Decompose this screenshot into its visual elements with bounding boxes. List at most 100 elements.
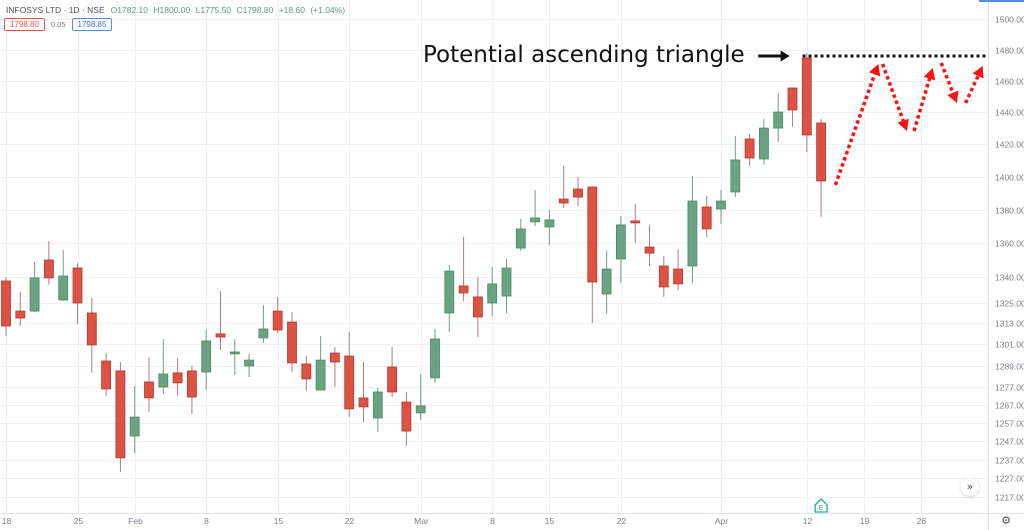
time-axis-label: 18 bbox=[2, 516, 12, 526]
candle-down bbox=[401, 391, 412, 446]
earnings-event-marker[interactable]: E bbox=[814, 498, 828, 513]
price-axis-label: 1340.00 bbox=[995, 273, 1024, 283]
candle-body bbox=[601, 268, 612, 295]
candle-series bbox=[1, 53, 826, 472]
time-axis-label: 12 bbox=[803, 516, 813, 526]
sell-button[interactable]: 1798.80 bbox=[4, 18, 45, 31]
grid bbox=[0, 0, 989, 514]
candle-down bbox=[673, 249, 683, 291]
candle-body bbox=[630, 220, 641, 224]
symbol-name: INFOSYS LTD bbox=[6, 5, 62, 15]
price-axis-highlight bbox=[979, 0, 1024, 2]
candle-body bbox=[287, 321, 297, 364]
annotations: Potential ascending triangle bbox=[423, 42, 989, 186]
interval: 1D bbox=[68, 5, 80, 15]
candle-body bbox=[329, 352, 340, 363]
candle-body bbox=[172, 372, 183, 384]
candle-body bbox=[144, 381, 154, 399]
candle-up bbox=[444, 264, 455, 332]
candle-body bbox=[44, 259, 54, 279]
candle-body bbox=[444, 270, 455, 314]
price-axis-label: 1500.00 bbox=[995, 15, 1024, 25]
candle-down bbox=[301, 356, 312, 391]
change-percent: (+1.04%) bbox=[310, 5, 346, 15]
change-value: +18.60 bbox=[278, 5, 305, 15]
candle-up bbox=[530, 189, 540, 226]
candle-body bbox=[816, 122, 826, 182]
candle-down bbox=[630, 204, 641, 244]
price-axis-label: 1289.00 bbox=[995, 362, 1024, 372]
candle-up bbox=[158, 338, 169, 394]
candle-down bbox=[816, 119, 826, 217]
candle-body bbox=[358, 397, 369, 408]
candle-up bbox=[229, 338, 240, 376]
candle-down bbox=[701, 196, 712, 237]
buy-button[interactable]: 1798.85 bbox=[71, 18, 113, 31]
time-axis-label: 25 bbox=[74, 516, 84, 526]
candle-down bbox=[215, 291, 226, 351]
candle-down bbox=[787, 87, 798, 127]
candle-body bbox=[587, 186, 598, 283]
candle-down bbox=[1, 276, 11, 336]
time-axis-label: 22 bbox=[617, 516, 627, 526]
candle-up bbox=[415, 373, 426, 420]
candle-body bbox=[201, 340, 212, 373]
candle-body bbox=[544, 219, 555, 228]
candle-up bbox=[58, 250, 69, 301]
candle-up bbox=[372, 387, 383, 432]
candle-down bbox=[329, 347, 340, 387]
time-axis-label: 15 bbox=[545, 516, 555, 526]
candle-body bbox=[487, 283, 498, 304]
candle-body bbox=[315, 359, 326, 391]
price-axis-label: 1277.00 bbox=[995, 383, 1024, 393]
time-axis-label: 26 bbox=[917, 516, 927, 526]
projection-segment bbox=[833, 73, 877, 186]
candle-body bbox=[272, 310, 283, 331]
annotation-label: Potential ascending triangle bbox=[423, 42, 745, 68]
candle-body bbox=[472, 296, 483, 318]
candle-up bbox=[487, 266, 498, 317]
candle-body bbox=[773, 111, 784, 129]
candle-body bbox=[101, 360, 111, 390]
symbol-title[interactable]: INFOSYS LTD · 1D · NSE bbox=[6, 4, 105, 16]
candle-body bbox=[673, 268, 683, 285]
candle-up bbox=[601, 251, 612, 315]
candle-down bbox=[115, 362, 126, 472]
projected-zigzag-path bbox=[833, 62, 984, 186]
candle-body bbox=[158, 373, 169, 388]
candle-body bbox=[215, 333, 226, 338]
candle-body bbox=[58, 275, 69, 301]
candle-body bbox=[86, 312, 97, 346]
candle-body bbox=[658, 265, 669, 288]
candle-down bbox=[44, 240, 54, 285]
candle-down bbox=[458, 236, 469, 302]
chart-settings-button[interactable]: ⚙ bbox=[999, 514, 1013, 528]
candle-body bbox=[801, 57, 812, 136]
spread-value: 0.05 bbox=[50, 20, 66, 29]
candle-body bbox=[401, 401, 412, 432]
ohlc-values: O1782.10 H1800.00 L1775.50 C1798.80 +18.… bbox=[111, 4, 348, 16]
price-axis-label: 1227.00 bbox=[995, 474, 1024, 484]
candle-body bbox=[15, 310, 26, 319]
candle-body bbox=[744, 138, 755, 159]
candle-body bbox=[186, 370, 197, 398]
price-axis-label: 1400.00 bbox=[995, 173, 1024, 183]
event-flag-icon bbox=[814, 498, 828, 513]
candle-up bbox=[730, 135, 741, 198]
candle-body bbox=[430, 338, 440, 379]
candle-down bbox=[472, 276, 483, 338]
candle-down bbox=[658, 255, 669, 297]
time-axis-label: Mar bbox=[414, 516, 429, 526]
scroll-to-realtime-button[interactable]: » bbox=[961, 478, 979, 496]
candle-down bbox=[558, 165, 569, 208]
candle-up bbox=[544, 209, 555, 246]
projection-segment bbox=[912, 78, 932, 132]
candle-body bbox=[387, 366, 398, 393]
arrowhead-icon bbox=[947, 90, 959, 103]
pointer-arrow-icon bbox=[758, 50, 790, 62]
price-axis-label: 1217.00 bbox=[995, 493, 1024, 503]
price-axis-label: 1360.00 bbox=[995, 239, 1024, 249]
candle-down bbox=[144, 357, 154, 412]
